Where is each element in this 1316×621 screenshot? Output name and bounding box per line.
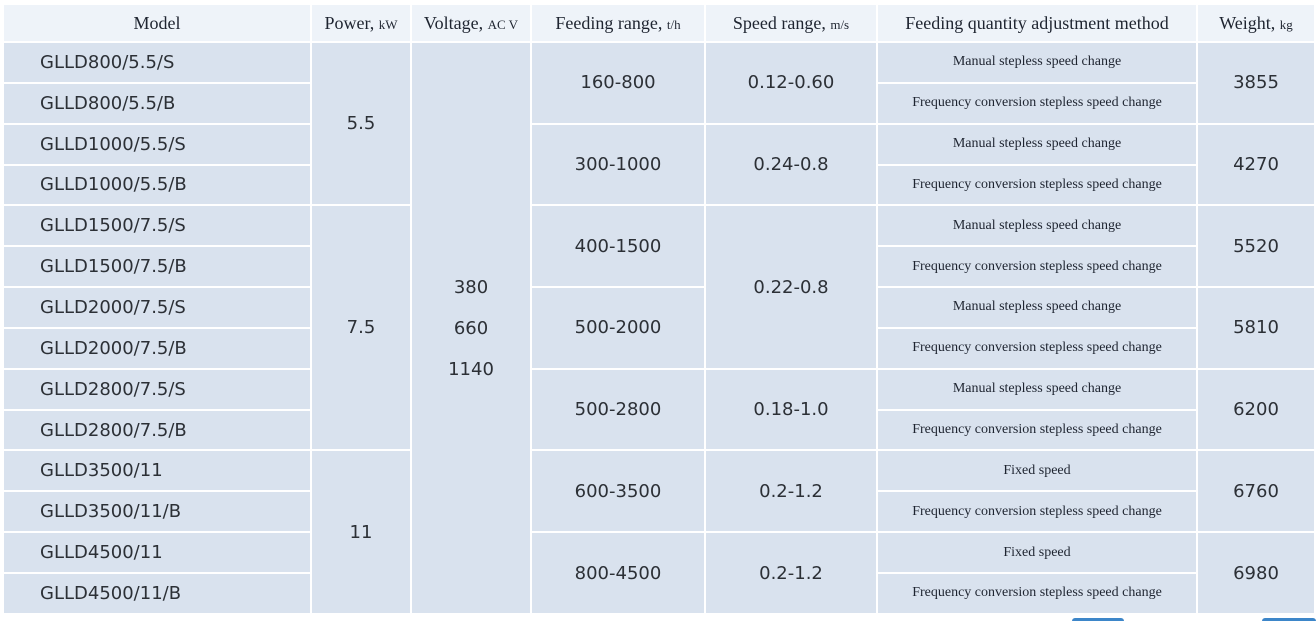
weight-cell: 6980 bbox=[1198, 533, 1314, 613]
voltage-cell: 380 660 1140 bbox=[412, 43, 530, 613]
weight-cell: 6760 bbox=[1198, 451, 1314, 532]
method-cell: Manual stepless speed change bbox=[878, 124, 1196, 164]
header-voltage-unit: AC V bbox=[487, 16, 519, 32]
header-weight: Weight, kg bbox=[1198, 5, 1314, 41]
model-cell: GLLD4500/11 bbox=[4, 533, 310, 572]
table-row: GLLD800/5.5/S 5.5 380 660 1140 160-800 0… bbox=[4, 43, 1314, 613]
method-cell: Frequency conversion stepless speed chan… bbox=[878, 573, 1196, 613]
speed-range-cell: 0.22-0.8 bbox=[706, 206, 876, 368]
feeding-range-cell: 500-2800 bbox=[532, 369, 704, 450]
decorative-bar bbox=[1072, 618, 1124, 621]
weight-cell: 5810 bbox=[1198, 288, 1314, 368]
table-row: GLLD2800/7.5/B Frequency conversion step… bbox=[4, 410, 1314, 450]
method-cell: Fixed speed bbox=[878, 451, 1196, 491]
header-weight-unit: kg bbox=[1279, 16, 1293, 32]
method-cell: Fixed speed bbox=[878, 533, 1196, 572]
table-row: GLLD2000/7.5/S 500-2000 Manual stepless … bbox=[4, 288, 1314, 368]
model-cell: GLLD1500/7.5/B bbox=[4, 247, 310, 287]
decorative-bar bbox=[1262, 618, 1316, 621]
power-cell: 5.5 bbox=[312, 43, 410, 205]
method-cell: Frequency conversion stepless speed chan… bbox=[878, 410, 1196, 450]
header-model: Model bbox=[4, 5, 310, 41]
method-cell: Frequency conversion stepless speed chan… bbox=[878, 328, 1196, 368]
speed-range-cell: 0.12-0.60 bbox=[706, 43, 876, 123]
feeding-range-cell: 400-1500 bbox=[532, 206, 704, 287]
voltage-value: 660 bbox=[453, 317, 489, 339]
model-cell: GLLD800/5.5/S bbox=[4, 43, 310, 82]
weight-cell: 3855 bbox=[1198, 43, 1314, 123]
table-row: GLLD1000/5.5/B Frequency conversion step… bbox=[4, 165, 1314, 205]
table-row: GLLD3500/11/B Frequency conversion stepl… bbox=[4, 492, 1314, 532]
model-cell: GLLD1500/7.5/S bbox=[4, 206, 310, 246]
model-cell: GLLD1000/5.5/S bbox=[4, 124, 310, 164]
table-row: GLLD1500/7.5/S 7.5 400-1500 0.22-0.8 Man… bbox=[4, 206, 1314, 450]
model-cell: GLLD2000/7.5/S bbox=[4, 288, 310, 327]
method-cell: Frequency conversion stepless speed chan… bbox=[878, 83, 1196, 123]
model-cell: GLLD2000/7.5/B bbox=[4, 328, 310, 368]
model-cell: GLLD3500/11 bbox=[4, 451, 310, 491]
weight-cell: 4270 bbox=[1198, 124, 1314, 205]
table-row: GLLD800/5.5/B Frequency conversion stepl… bbox=[4, 83, 1314, 123]
method-cell: Manual stepless speed change bbox=[878, 369, 1196, 409]
feeding-range-cell: 160-800 bbox=[532, 43, 704, 123]
header-voltage: Voltage, AC V bbox=[412, 5, 530, 41]
method-cell: Manual stepless speed change bbox=[878, 288, 1196, 327]
speed-range-cell: 0.2-1.2 bbox=[706, 533, 876, 613]
table-row: GLLD2000/7.5/B Frequency conversion step… bbox=[4, 328, 1314, 368]
feeding-range-cell: 600-3500 bbox=[532, 451, 704, 532]
feeding-range-cell: 300-1000 bbox=[532, 124, 704, 205]
model-cell: GLLD2800/7.5/S bbox=[4, 369, 310, 409]
method-cell: Manual stepless speed change bbox=[878, 206, 1196, 246]
model-cell: GLLD2800/7.5/B bbox=[4, 410, 310, 450]
header-power-unit: kW bbox=[378, 16, 398, 32]
spec-table: Model Power, kW Voltage, AC V Feeding ra… bbox=[2, 3, 1316, 615]
power-cell: 11 bbox=[312, 451, 410, 613]
table-row: GLLD4500/11 800-4500 0.2-1.2 Fixed speed… bbox=[4, 533, 1314, 613]
speed-range-cell: 0.24-0.8 bbox=[706, 124, 876, 205]
voltage-value: 380 bbox=[453, 276, 489, 298]
table-row: GLLD1500/7.5/B Frequency conversion step… bbox=[4, 247, 1314, 287]
feeding-range-cell: 800-4500 bbox=[532, 533, 704, 613]
header-power: Power, kW bbox=[312, 5, 410, 41]
model-cell: GLLD4500/11/B bbox=[4, 573, 310, 613]
table-row: GLLD2800/7.5/S 500-2800 0.18-1.0 Manual … bbox=[4, 369, 1314, 450]
speed-range-cell: 0.2-1.2 bbox=[706, 451, 876, 532]
method-cell: Manual stepless speed change bbox=[878, 43, 1196, 82]
header-row: Model Power, kW Voltage, AC V Feeding ra… bbox=[4, 5, 1314, 41]
weight-cell: 6200 bbox=[1198, 369, 1314, 450]
method-cell: Frequency conversion stepless speed chan… bbox=[878, 165, 1196, 205]
weight-cell: 5520 bbox=[1198, 206, 1314, 287]
feeding-range-cell: 500-2000 bbox=[532, 288, 704, 368]
method-cell: Frequency conversion stepless speed chan… bbox=[878, 492, 1196, 532]
model-cell: GLLD1000/5.5/B bbox=[4, 165, 310, 205]
header-adjustment-method: Feeding quantity adjustment method bbox=[878, 5, 1196, 41]
table-row: GLLD4500/11/B Frequency conversion stepl… bbox=[4, 573, 1314, 613]
header-speed-range: Speed range, m/s bbox=[706, 5, 876, 41]
header-feeding-range: Feeding range, t/h bbox=[532, 5, 704, 41]
speed-range-cell: 0.18-1.0 bbox=[706, 369, 876, 450]
method-cell: Frequency conversion stepless speed chan… bbox=[878, 247, 1196, 287]
model-cell: GLLD800/5.5/B bbox=[4, 83, 310, 123]
model-cell: GLLD3500/11/B bbox=[4, 492, 310, 532]
power-cell: 7.5 bbox=[312, 206, 410, 450]
header-feeding-unit: t/h bbox=[666, 16, 681, 32]
voltage-value: 1140 bbox=[448, 358, 494, 380]
table-row: GLLD1000/5.5/S 300-1000 0.24-0.8 Manual … bbox=[4, 124, 1314, 205]
header-speed-unit: m/s bbox=[830, 16, 850, 32]
table-row: GLLD3500/11 11 600-3500 0.2-1.2 Fixed sp… bbox=[4, 451, 1314, 613]
